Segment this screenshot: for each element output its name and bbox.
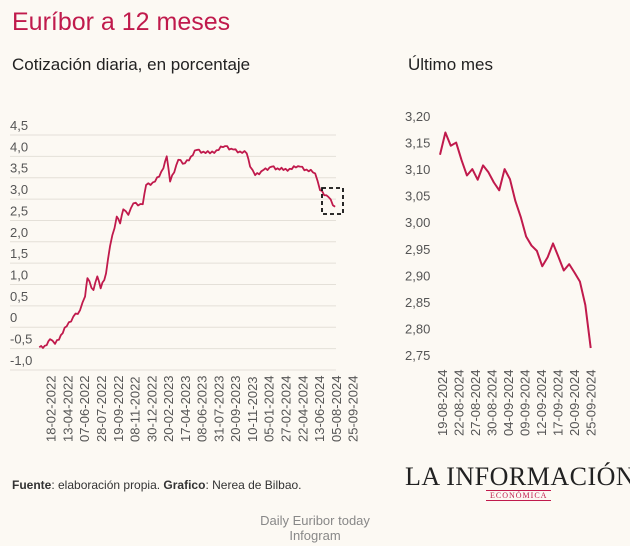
y-tick-label: 3,15 <box>405 136 430 151</box>
y-tick-label: 1,0 <box>10 268 28 283</box>
x-tick-label: 19-09-2022 <box>111 376 126 443</box>
x-tick-label: 18-02-2022 <box>44 376 59 443</box>
source-text: : elaboración propia. <box>51 478 164 492</box>
credit-link[interactable]: Daily Euribor today <box>260 513 370 528</box>
x-tick-label: 31-07-2023 <box>211 376 226 443</box>
y-tick-label: 4,5 <box>10 118 28 133</box>
x-tick-label: 12-09-2024 <box>534 370 549 437</box>
y-tick-label: 1,5 <box>10 246 28 261</box>
x-tick-label: 27-08-2024 <box>468 370 483 437</box>
y-tick-label: 2,95 <box>405 242 430 257</box>
x-tick-label: 08-11-2022 <box>128 376 143 442</box>
logo-subtitle: ECONÓMICA <box>486 490 552 501</box>
y-tick-label: 3,20 <box>405 109 430 124</box>
y-tick-label: 3,10 <box>405 162 430 177</box>
y-tick-label: 2,0 <box>10 225 28 240</box>
y-tick-label: 3,05 <box>405 189 430 204</box>
y-tick-label: 2,5 <box>10 203 28 218</box>
y-tick-label: 2,90 <box>405 268 430 283</box>
x-tick-label: 30-12-2022 <box>144 376 159 443</box>
series-line <box>38 145 336 349</box>
x-tick-label: 20-09-2023 <box>228 376 243 443</box>
graphic-text: : Nerea de Bilbao. <box>205 478 302 492</box>
y-tick-label: 0 <box>10 310 17 325</box>
x-tick-label: 05-08-2024 <box>329 376 344 443</box>
x-tick-label: 13-04-2022 <box>60 376 75 443</box>
x-tick-label: 25-09-2024 <box>584 370 599 437</box>
page-title: Euríbor a 12 meses <box>12 8 231 36</box>
y-tick-label: 2,75 <box>405 348 430 363</box>
x-tick-label: 20-09-2024 <box>567 370 582 437</box>
x-tick-label: 17-09-2024 <box>551 370 566 437</box>
x-tick-label: 22-04-2024 <box>295 376 310 443</box>
x-tick-label: 05-01-2024 <box>262 376 277 443</box>
x-tick-label: 17-04-2023 <box>178 376 193 443</box>
x-tick-label: 22-08-2024 <box>452 370 467 437</box>
x-tick-label: 25-09-2024 <box>346 376 361 443</box>
x-tick-label: 19-08-2024 <box>435 370 450 437</box>
infogram-credit[interactable]: Infogram <box>289 528 341 543</box>
x-tick-label: 10-11-2023 <box>245 376 260 442</box>
x-tick-label: 20-02-2023 <box>161 376 176 443</box>
highlight-box <box>321 187 344 215</box>
x-tick-label: 13-06-2024 <box>312 376 327 443</box>
x-tick-label: 04-09-2024 <box>501 370 516 437</box>
footer-source: Fuente: elaboración propia. Grafico: Ner… <box>12 478 302 492</box>
y-tick-label: 3,5 <box>10 161 28 176</box>
y-tick-label: 2,85 <box>405 295 430 310</box>
x-tick-label: 28-07-2022 <box>94 376 109 443</box>
x-tick-label: 08-06-2023 <box>195 376 210 443</box>
y-tick-label: 3,00 <box>405 215 430 230</box>
x-tick-label: 30-08-2024 <box>485 370 500 437</box>
series-line <box>439 131 592 349</box>
month-chart: 2,75 2,80 2,85 2,90 2,95 3,00 3,05 3,10 3,15 3,20… <box>405 109 599 436</box>
x-tick-label: 09-09-2024 <box>518 370 533 437</box>
y-tick-label: -1,0 <box>10 353 32 368</box>
y-tick-label: 2,80 <box>405 321 430 336</box>
main-chart-title: Cotización diaria, en porcentaje <box>12 55 251 74</box>
logo: LA INFORMACIÓN <box>405 462 630 491</box>
source-label: Fuente <box>12 478 52 492</box>
x-tick-label: 07-06-2022 <box>77 376 92 443</box>
graphic-label: Grafico <box>163 478 206 492</box>
y-tick-label: 3,0 <box>10 182 28 197</box>
y-tick-label: 4,0 <box>10 139 28 154</box>
y-tick-label: -0,5 <box>10 332 32 347</box>
y-tick-label: 0,5 <box>10 289 28 304</box>
x-tick-label: 27-02-2024 <box>278 376 293 443</box>
main-chart: -1,0 -0,5 0 0,5 1,0 1,5 2,0 2,5 3,0 3,5 4,0 4,5 18-0… <box>10 118 361 442</box>
month-chart-title: Último mes <box>408 55 494 74</box>
